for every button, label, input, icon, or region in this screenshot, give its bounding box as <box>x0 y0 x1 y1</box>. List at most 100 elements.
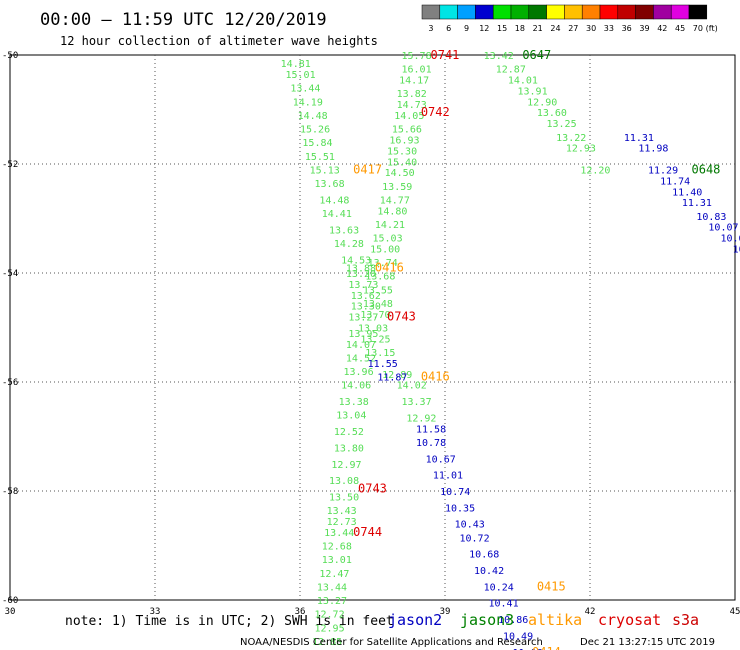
color-scale-swatch <box>564 4 583 20</box>
wave-height-label: 13.44 <box>317 582 347 593</box>
wave-height-label: 14.81 <box>281 59 311 70</box>
wave-height-label: 11.29 <box>648 165 678 176</box>
color-scale-label: 70 <box>693 24 703 33</box>
wave-height-label: 13.70 <box>360 310 390 321</box>
legend-cryosat: cryosat <box>598 611 661 629</box>
wave-height-label: 10.35 <box>445 503 475 514</box>
color-scale-label: 36 <box>622 24 632 33</box>
wave-height-label: 16.01 <box>402 65 432 76</box>
wave-height-label: 10.07 <box>708 223 738 234</box>
wave-height-label: 14.48 <box>298 111 328 122</box>
wave-height-label: 10.67 <box>721 234 740 245</box>
wave-height-label: 13.27 <box>317 596 347 607</box>
wave-height-label: 13.15 <box>365 348 395 359</box>
color-scale-label: 21 <box>533 24 543 33</box>
wave-height-label: 10.42 <box>474 566 504 577</box>
x-tick-labels: 30 33 36 39 42 45 <box>5 607 740 617</box>
wave-height-label: 15.66 <box>392 125 422 136</box>
legend-s3a: s3a <box>672 611 699 629</box>
wave-height-label: 12.47 <box>319 569 349 580</box>
wave-height-label: 14.17 <box>399 76 429 87</box>
wave-height-label: 13.80 <box>334 443 364 454</box>
wave-height-label: 10.43 <box>455 520 485 531</box>
legend-jason2: jason2 <box>388 611 442 629</box>
pass-number-label: 0416 <box>375 261 404 275</box>
wave-height-label: 12.68 <box>322 542 352 553</box>
wave-height-label: 14.07 <box>346 340 376 351</box>
wave-height-label: 10.67 <box>426 454 456 465</box>
plot-frame <box>9 54 736 601</box>
wave-height-label: 10.74 <box>440 487 470 498</box>
color-scale-label: 3 <box>428 24 433 33</box>
wave-height-label: 14.77 <box>380 195 410 206</box>
wave-height-label: 13.43 <box>327 506 357 517</box>
wave-height-label: 13.44 <box>290 84 320 95</box>
wave-height-label: 13.60 <box>537 108 567 119</box>
wave-height-label: 11.87 <box>377 373 407 384</box>
wave-height-label: 13.63 <box>329 225 359 236</box>
legend-jason3: jason3 <box>460 611 514 629</box>
pass-number-label: 0416 <box>421 370 450 384</box>
wave-height-label: 14.02 <box>397 381 427 392</box>
wave-height-label: 13.04 <box>336 411 366 422</box>
color-scale-swatch <box>528 4 547 20</box>
y-tick-labels: -50 -52 -54 -56 -58 -60 <box>2 51 18 606</box>
wave-height-label: 12.20 <box>580 165 610 176</box>
wave-height-label: 13.08 <box>329 476 359 487</box>
pass-number-label: 0741 <box>431 48 460 62</box>
plot-area: -50-52-54-56-58-60 30 33 36 39 42 45 14.8115.… <box>2 48 740 650</box>
pass-number-label: 0744 <box>353 525 382 539</box>
y-tick-label: -52 <box>2 160 18 170</box>
legend-altika: altika <box>528 611 582 629</box>
wave-height-label: 10.83 <box>696 212 726 223</box>
wave-height-label: 12.95 <box>315 623 345 634</box>
wave-height-label: 13.38 <box>339 397 369 408</box>
wave-height-label: 12.72 <box>315 610 345 621</box>
footer-timestamp: Dec 21 13:27:15 UTC 2019 <box>580 637 715 648</box>
color-scale-swatch <box>439 4 458 20</box>
color-scale-label: 24 <box>550 24 560 33</box>
wave-height-label: 14.53 <box>341 255 371 266</box>
color-scale-swatch <box>475 4 494 20</box>
wave-height-label: 10.24 <box>484 582 514 593</box>
wave-height-label: 15.26 <box>300 125 330 136</box>
wave-height-label: 12.73 <box>327 517 357 528</box>
x-tick-label: 42 <box>585 607 596 617</box>
wave-height-label: 15.40 <box>387 157 417 168</box>
wave-height-label: 11.01 <box>433 471 463 482</box>
wave-height-label: 14.21 <box>375 220 405 231</box>
color-scale-label: 27 <box>568 24 578 33</box>
wave-height-label: 13.50 <box>329 492 359 503</box>
wave-height-label: 15.51 <box>305 152 335 163</box>
wave-height-label: 14.50 <box>385 168 415 179</box>
pass-number-label: 0414 <box>532 645 561 650</box>
color-scale-swatch <box>670 4 690 20</box>
wave-height-label: 13.68 <box>365 272 395 283</box>
wave-height-label: 11.40 <box>672 187 702 198</box>
color-scale-swatch <box>457 4 476 20</box>
wave-height-label: 11.18 <box>513 648 543 650</box>
wave-height-label: 10.72 <box>460 533 490 544</box>
wave-height-label: 13.42 <box>484 51 514 62</box>
pass-labels: 0741 0742 0743 0743 0744 0417 0416 0416 0415 0414… <box>353 48 720 650</box>
wave-height-label: 13.74 <box>368 258 398 269</box>
wave-height-label: 11.31 <box>682 198 712 209</box>
pass-number-label: 0415 <box>537 579 566 593</box>
x-tick-label: 33 <box>150 607 161 617</box>
wave-height-label: 14.28 <box>334 239 364 250</box>
color-scale-swatch <box>546 4 565 20</box>
color-scale-label: 15 <box>497 24 507 33</box>
wave-height-label: 14.80 <box>377 206 407 217</box>
color-scale-swatch <box>599 4 619 20</box>
y-tick-label: -58 <box>2 487 18 497</box>
wave-height-label: 13.37 <box>402 397 432 408</box>
color-scale-label: 6 <box>446 24 451 33</box>
wave-height-label: 11.31 <box>624 133 654 144</box>
wave-height-label: 13.62 <box>351 291 381 302</box>
wave-height-label: 13.25 <box>360 334 390 345</box>
wave-height-label: 15.13 <box>310 165 340 176</box>
wave-height-label: 13.82 <box>397 89 427 100</box>
color-scale-legend: 3 6 9 12 15 18 21 24 27 30 33 36 39 42 45 70 (ft) <box>421 4 718 33</box>
wave-height-label: 15.01 <box>286 70 316 81</box>
